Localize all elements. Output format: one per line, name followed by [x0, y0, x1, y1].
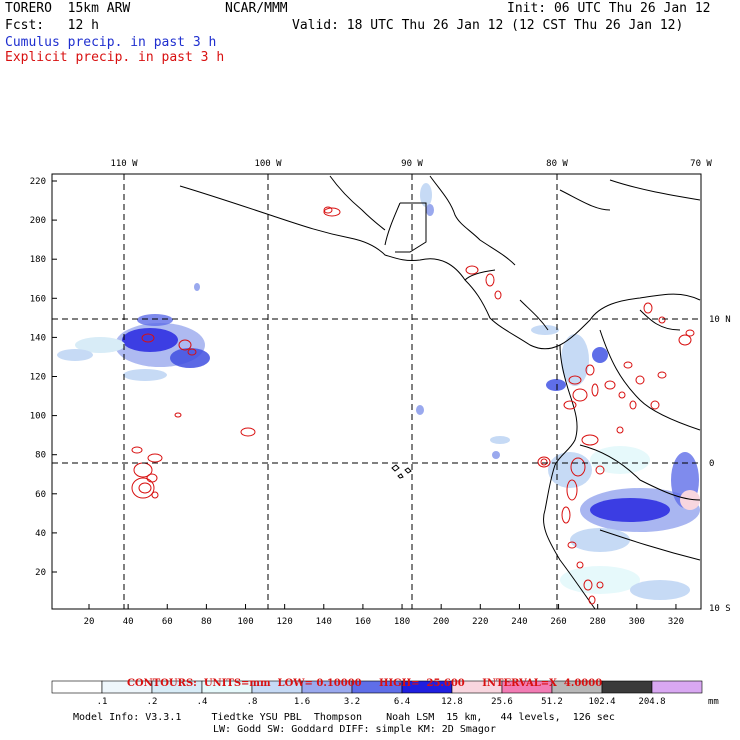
- x-tick-label: 120: [277, 617, 293, 627]
- contours-units: CONTOURS: UNITS=mm LOW= 0.10000: [126, 678, 362, 689]
- legend-label: 25.6: [491, 697, 513, 707]
- x-tick-label: 80: [201, 617, 212, 627]
- org-label: NCAR/MMM: [225, 1, 288, 16]
- latitude-label: 10 N: [709, 315, 731, 325]
- legend-label: .1: [97, 697, 108, 707]
- legend-label: 204.8: [638, 697, 665, 707]
- y-axis: 220 200 180 160 140 120 100 80 60 40 20: [30, 177, 57, 578]
- legend-label: 1.6: [294, 697, 310, 707]
- legend-swatch: [51, 680, 103, 694]
- y-tick-label: 100: [30, 412, 46, 422]
- legend-label: 6.4: [394, 697, 410, 707]
- y-tick-label: 220: [30, 177, 46, 187]
- valid-time-label: Valid: 18 UTC Thu 26 Jan 12 (12 CST Thu …: [292, 18, 684, 33]
- legend-labels: .1 .2 .4 .8 1.6 3.2 6.4 12.8 25.6 51.2 102.4 204.8: [97, 697, 666, 707]
- x-tick-label: 320: [668, 617, 684, 627]
- x-axis: 20 40 60 80 100 120 140 160 180 200 220 240 260 280 30…: [84, 604, 684, 627]
- x-tick-label: 220: [472, 617, 488, 627]
- legend-label: 51.2: [541, 697, 563, 707]
- longitude-label: 90 W: [401, 159, 423, 169]
- model-info-line2: LW: Godd SW: Goddard DIFF: simple KM: 2D…: [213, 724, 496, 735]
- y-tick-label: 60: [35, 490, 46, 500]
- y-tick-label: 180: [30, 255, 46, 265]
- legend-colorbar: [51, 680, 703, 694]
- latitude-label: 0: [709, 459, 714, 469]
- longitude-label: 100 W: [254, 159, 282, 169]
- map-frame: [51, 173, 702, 610]
- legend-label: 102.4: [588, 697, 615, 707]
- y-tick-label: 160: [30, 294, 46, 304]
- x-tick-label: 240: [511, 617, 527, 627]
- x-tick-label: 60: [162, 617, 173, 627]
- longitude-label: 80 W: [546, 159, 568, 169]
- explicit-precip-label: Explicit precip. in past 3 h: [5, 50, 225, 65]
- legend-label: 3.2: [344, 697, 360, 707]
- legend-label: 12.8: [441, 697, 463, 707]
- y-tick-label: 140: [30, 333, 46, 343]
- y-tick-label: 200: [30, 216, 46, 226]
- model-label: TORERO 15km ARW: [5, 1, 131, 16]
- longitude-label: 70 W: [690, 159, 712, 169]
- y-tick-label: 80: [35, 451, 46, 461]
- legend-label: .2: [147, 697, 158, 707]
- model-info-line1: Model Info: V3.3.1 Tiedtke YSU PBL Thomp…: [73, 712, 615, 723]
- x-tick-label: 40: [123, 617, 134, 627]
- contours-interval: INTERVAL=X 4.0000: [482, 678, 603, 689]
- x-tick-label: 100: [237, 617, 253, 627]
- latitude-label: 10 S: [709, 604, 731, 614]
- x-tick-label: 300: [629, 617, 645, 627]
- longitude-label: 110 W: [110, 159, 138, 169]
- x-tick-label: 280: [590, 617, 606, 627]
- contours-info: CONTOURS: UNITS=mm LOW= 0.10000 HIGH= 25…: [120, 667, 602, 689]
- x-tick-label: 180: [394, 617, 410, 627]
- cumulus-precip-label: Cumulus precip. in past 3 h: [5, 35, 217, 50]
- x-tick-label: 140: [316, 617, 332, 627]
- legend-label: .8: [247, 697, 258, 707]
- legend-swatch: [651, 680, 703, 694]
- graticule: [52, 174, 701, 609]
- y-tick-label: 20: [35, 568, 46, 578]
- y-tick-label: 120: [30, 373, 46, 383]
- legend-label: .4: [197, 697, 208, 707]
- coastlines: [179, 175, 701, 610]
- contours-high: HIGH= 25.600: [379, 678, 465, 689]
- x-tick-label: 160: [355, 617, 371, 627]
- x-tick-label: 200: [433, 617, 449, 627]
- forecast-hour-label: Fcst: 12 h: [5, 18, 99, 33]
- init-label: Init: 06 UTC Thu 26 Jan 12: [507, 1, 711, 16]
- legend-swatch: [601, 680, 653, 694]
- precip-contours: [131, 206, 695, 605]
- x-tick-label: 260: [550, 617, 566, 627]
- legend-unit: mm: [708, 697, 719, 707]
- x-tick-label: 20: [84, 617, 95, 627]
- precip-shading: [57, 183, 700, 600]
- y-tick-label: 40: [35, 529, 46, 539]
- latitude-labels: 10 N 0 10 S: [709, 315, 731, 614]
- longitude-labels: 110 W 100 W 90 W 80 W 70 W: [110, 159, 712, 169]
